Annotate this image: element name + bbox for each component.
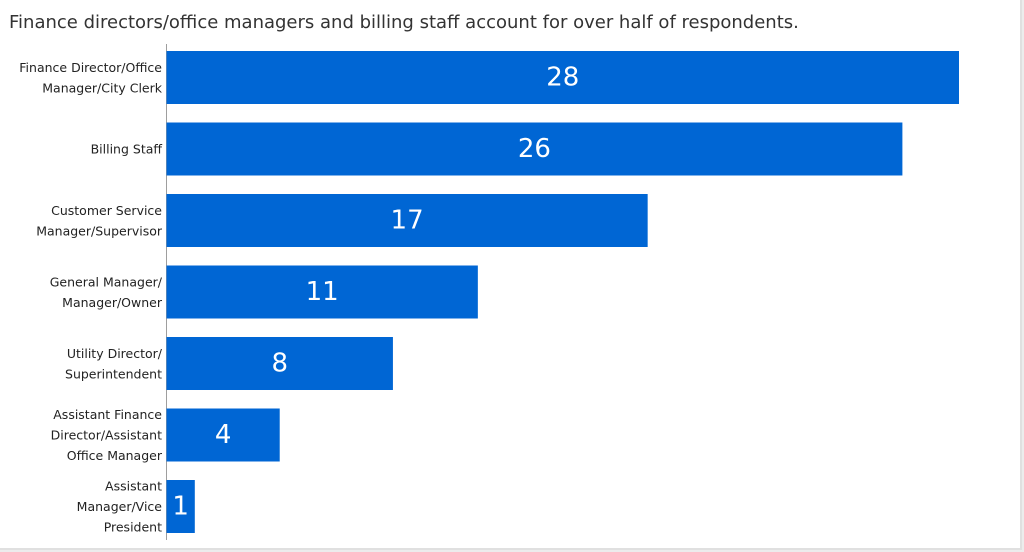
category-label: General Manager/Manager/Owner — [50, 274, 163, 310]
bar-0 — [166, 51, 959, 104]
bar-value-label: 4 — [215, 420, 232, 450]
bar-4 — [166, 337, 393, 390]
bars-group: 28 Finance Director/Office Manager/City Cl… — [19, 51, 959, 535]
bar-value-label: 1 — [172, 492, 189, 522]
bar-5 — [166, 408, 280, 462]
bar-value-label: 28 — [546, 63, 579, 93]
category-label: Assistant Manager/Vice President — [77, 479, 163, 535]
category-label: Finance Director/Office Manager/City Cler… — [19, 60, 162, 96]
category-label: Assistant Finance Director/Assistant Offic… — [51, 407, 163, 463]
bar-6 — [166, 480, 195, 533]
category-label: Billing Staff — [91, 142, 163, 157]
category-label: Utility Director/Superintendent — [65, 346, 163, 382]
category-label: Customer Service Manager/Supervisor — [36, 203, 163, 239]
bar-2 — [166, 194, 648, 247]
bar-value-label: 26 — [518, 134, 551, 164]
bar-value-label: 11 — [306, 277, 339, 307]
bar-value-label: 8 — [271, 349, 288, 379]
bar-value-label: 17 — [391, 206, 424, 236]
bar-1 — [166, 122, 903, 176]
chart-title: Finance directors/office managers and bi… — [9, 12, 799, 33]
bar-3 — [166, 265, 478, 319]
